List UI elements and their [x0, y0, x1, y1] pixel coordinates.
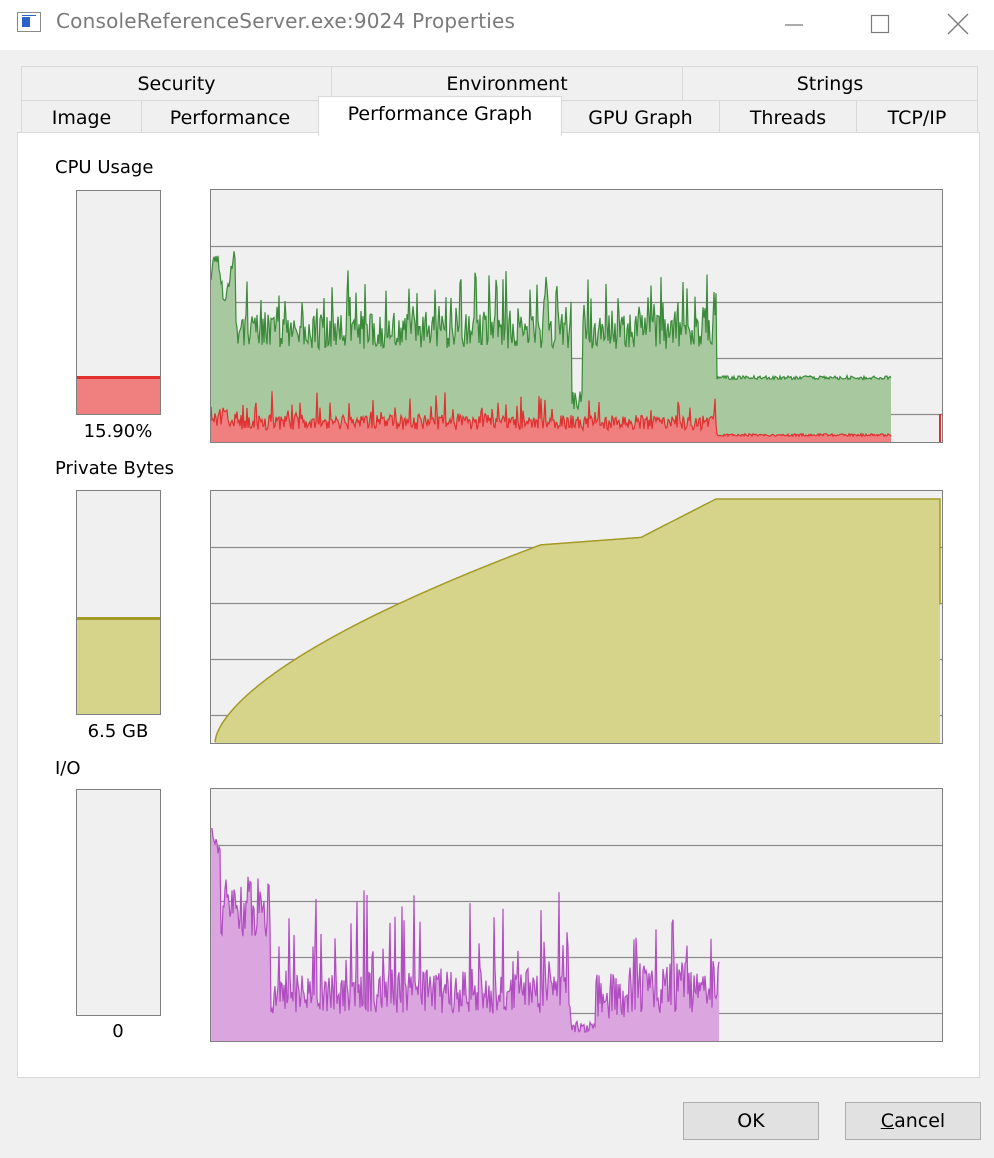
close-icon: [947, 13, 969, 35]
tab-tcpip[interactable]: TCP/IP: [856, 100, 978, 134]
ok-button[interactable]: OK: [683, 1102, 819, 1140]
tab-label: Performance Graph: [347, 102, 533, 125]
private-bytes-area: [215, 499, 940, 743]
cpu-usage-value: 15.90%: [83, 421, 153, 442]
private-bytes-meter: [76, 490, 161, 715]
tab-label: Threads: [749, 106, 827, 129]
cpu-usage-graph: [210, 189, 943, 443]
close-button[interactable]: [922, 0, 994, 48]
maximize-icon: [870, 14, 890, 34]
maximize-button[interactable]: [838, 0, 922, 48]
tab-threads[interactable]: Threads: [719, 100, 857, 134]
title-bar[interactable]: ConsoleReferenceServer.exe:9024 Properti…: [0, 0, 994, 50]
io-graph-svg: [211, 827, 942, 1041]
tab-label: Performance: [169, 106, 291, 129]
tab-image[interactable]: Image: [21, 100, 142, 134]
tab-security[interactable]: Security: [21, 66, 332, 100]
cpu-total-area: [211, 251, 891, 442]
cpu-usage-graph-svg: [211, 245, 942, 442]
minimize-icon: [785, 24, 803, 26]
private-bytes-line: [214, 498, 941, 743]
io-value: 0: [112, 1021, 124, 1042]
tab-environment[interactable]: Environment: [331, 66, 683, 100]
cpu-kernel-area: [211, 391, 891, 442]
io-graph: [210, 788, 943, 1042]
tab-label: TCP/IP: [887, 106, 947, 129]
io-line: [211, 827, 720, 1033]
tab-label: Image: [51, 106, 112, 129]
tab-label: Security: [137, 72, 216, 95]
cancel-button-label: Cancel: [880, 1110, 946, 1132]
tab-label: GPU Graph: [588, 106, 693, 129]
private-bytes-value: 6.5 GB: [87, 721, 149, 742]
tab-strings[interactable]: Strings: [682, 66, 978, 100]
private-bytes-meter-fill: [77, 617, 160, 714]
tab-strip: Security Environment Strings Image Perfo…: [0, 50, 994, 136]
private-bytes-graph-svg: [211, 498, 942, 743]
minimize-button[interactable]: [752, 0, 836, 48]
tab-gpu-graph[interactable]: GPU Graph: [561, 100, 720, 134]
io-label: I/O: [55, 758, 81, 779]
private-bytes-label: Private Bytes: [55, 458, 174, 479]
tab-performance-graph[interactable]: Performance Graph: [318, 96, 562, 136]
cpu-kernel-line: [211, 391, 892, 438]
cancel-button[interactable]: Cancel: [845, 1102, 981, 1140]
tab-label: Strings: [796, 72, 864, 95]
tab-performance[interactable]: Performance: [141, 100, 319, 134]
performance-graph-panel: CPU Usage 15.90% Private Bytes 6.5 GB I/…: [17, 132, 980, 1078]
cpu-meter-fill: [77, 375, 160, 414]
cpu-usage-label: CPU Usage: [55, 157, 154, 178]
tab-label: Environment: [446, 72, 568, 95]
cpu-total-line: [211, 251, 892, 411]
io-area: [211, 828, 719, 1041]
window-title: ConsoleReferenceServer.exe:9024 Properti…: [56, 9, 516, 33]
io-meter: [76, 789, 161, 1016]
private-bytes-graph: [210, 490, 943, 744]
app-icon: [17, 12, 41, 32]
cpu-usage-meter: [76, 190, 161, 415]
